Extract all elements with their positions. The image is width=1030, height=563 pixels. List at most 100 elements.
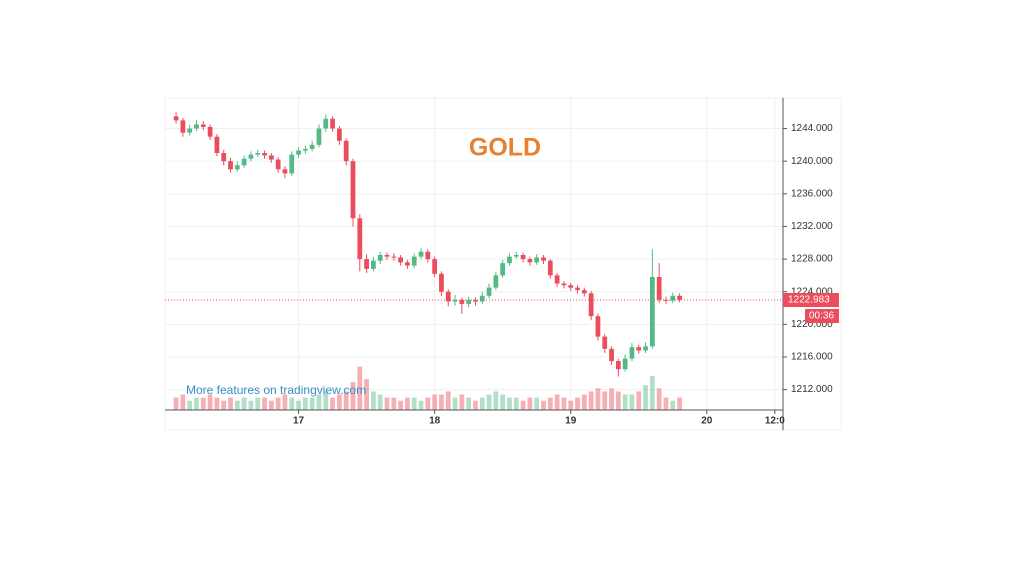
volume-bar — [622, 394, 628, 410]
candle-layer — [173, 112, 682, 377]
volume-bar — [452, 397, 458, 410]
volume-bar — [234, 400, 240, 410]
volume-bar — [507, 397, 512, 410]
candle-body — [221, 153, 227, 162]
volume-bar — [425, 397, 431, 410]
volume-bar — [336, 394, 342, 410]
volume-bar — [439, 394, 444, 410]
candle-body — [241, 158, 247, 166]
candle-body — [575, 287, 580, 291]
volume-bar — [268, 400, 274, 410]
y-tick-label: 1228.000 — [791, 254, 833, 265]
volume-bar — [473, 400, 478, 410]
volume-bar — [214, 397, 220, 410]
volume-bar — [187, 400, 193, 410]
volume-bar — [255, 397, 261, 410]
candle-body — [371, 260, 376, 269]
volume-bar — [228, 397, 233, 410]
volume-bar — [649, 375, 655, 410]
y-tick-label: 1236.000 — [791, 188, 833, 199]
volume-bar — [663, 397, 669, 410]
volume-bar — [384, 397, 390, 410]
candle-body — [609, 348, 614, 362]
watermark: More features on tradingview.com — [186, 383, 366, 397]
candle-body — [595, 316, 601, 337]
volume-bar — [520, 400, 526, 410]
candle-body — [588, 293, 594, 317]
candle-body — [541, 257, 546, 261]
volume-bar — [275, 397, 281, 410]
volume-bar — [200, 397, 206, 410]
candle-body — [547, 260, 553, 276]
volume-bar — [180, 394, 186, 410]
volume-bar — [316, 394, 322, 410]
volume-bar — [330, 397, 335, 410]
countdown-box — [805, 309, 839, 324]
volume-bar — [459, 394, 465, 410]
candle-body — [194, 124, 199, 129]
volume-bar — [364, 379, 369, 410]
volume-bar — [670, 400, 676, 410]
candle-body — [677, 295, 682, 300]
volume-bar — [588, 391, 594, 410]
volume-bar — [221, 400, 227, 410]
y-tick-label: 1240.000 — [791, 156, 833, 167]
volume-bar — [677, 397, 682, 410]
candle-body — [439, 273, 444, 292]
candle-body — [656, 277, 662, 300]
candle-body — [309, 144, 315, 149]
volume-bar — [466, 397, 472, 410]
candle-body — [200, 124, 206, 127]
candle-body — [636, 347, 642, 351]
candle-body — [384, 255, 390, 257]
volume-bar — [656, 388, 662, 410]
y-tick-label: 1244.000 — [791, 123, 833, 134]
volume-bar — [595, 388, 601, 410]
y-tick-label: 1224.000 — [791, 286, 833, 297]
candle-body — [234, 165, 240, 170]
x-tick-label: 20 — [701, 416, 713, 427]
y-tick-label: 1232.000 — [791, 221, 833, 232]
candle-body — [602, 336, 608, 349]
candle-body — [527, 259, 533, 263]
candle-body — [323, 118, 329, 129]
candle-body — [262, 153, 267, 156]
candle-body — [248, 154, 254, 159]
candle-body — [316, 128, 322, 145]
volume-bar — [398, 400, 403, 410]
chart-title: GOLD — [469, 134, 541, 162]
volume-bar — [357, 366, 363, 410]
candle-body — [670, 295, 676, 301]
candle-body — [411, 256, 417, 266]
y-tick-label: 1216.000 — [791, 352, 833, 363]
volume-bar — [643, 385, 648, 410]
candle-body — [377, 255, 383, 261]
volume-bar — [609, 388, 614, 410]
volume-bar — [615, 391, 621, 410]
candle-body — [364, 259, 369, 269]
candle-body — [357, 218, 363, 260]
volume-bar — [541, 400, 546, 410]
label-layer: 1212.000 1216.000 1220.000 1224.000 1228.000… — [165, 123, 839, 427]
candle-body — [554, 275, 560, 284]
candle-body — [486, 287, 492, 296]
candle-body — [343, 140, 349, 162]
volume-bar — [479, 397, 485, 410]
volume-bar — [418, 400, 424, 410]
countdown-label: 00:36 — [809, 311, 834, 322]
candle-body — [432, 259, 438, 274]
volume-bar — [207, 394, 213, 410]
candle-body — [473, 299, 478, 302]
candle-body — [391, 256, 397, 258]
candle-body — [214, 136, 220, 154]
candle-body — [289, 154, 295, 174]
candle-body — [207, 126, 213, 137]
last-price-label: 1222.983 — [788, 295, 830, 306]
volume-bar — [513, 397, 519, 410]
y-tick-label: 1220.000 — [791, 319, 833, 330]
candle-body — [173, 116, 179, 121]
candle-body — [405, 262, 410, 266]
volume-bar — [289, 397, 295, 410]
volume-bar — [194, 397, 199, 410]
